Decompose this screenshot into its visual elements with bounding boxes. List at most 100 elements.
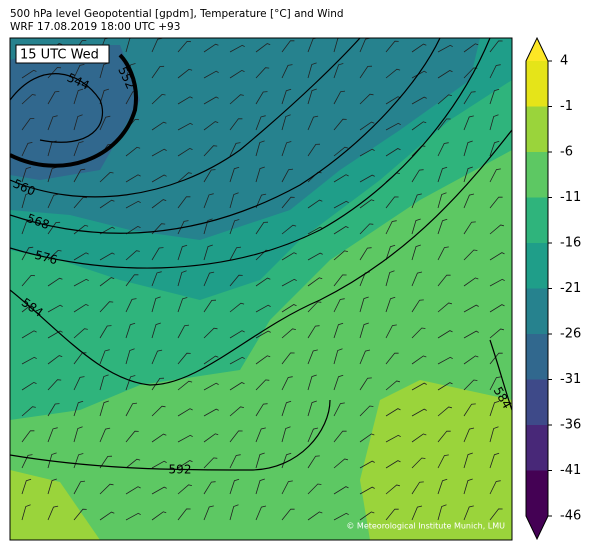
wind-barb bbox=[125, 402, 138, 417]
wind-barb bbox=[177, 68, 193, 79]
wind-barb bbox=[463, 355, 479, 365]
wind-barb bbox=[359, 223, 374, 235]
wind-barb bbox=[489, 88, 500, 105]
wind-barb bbox=[281, 64, 293, 79]
wind-barb bbox=[281, 252, 297, 261]
wind-barb bbox=[203, 408, 219, 417]
wind-barb bbox=[151, 199, 167, 209]
wind-barb bbox=[255, 427, 266, 443]
wind-barb bbox=[411, 327, 426, 339]
wind-barb bbox=[307, 88, 317, 105]
wind-barb bbox=[281, 400, 292, 417]
wind-barb bbox=[307, 226, 323, 235]
wind-barb bbox=[437, 142, 449, 157]
wind-barb bbox=[255, 304, 271, 313]
wind-barb bbox=[21, 166, 32, 183]
wind-barb bbox=[73, 64, 85, 79]
wind-barb bbox=[307, 301, 322, 313]
wind-barb bbox=[281, 196, 295, 209]
wind-barb bbox=[229, 406, 244, 417]
wind-barb bbox=[437, 504, 447, 521]
wind-barb bbox=[203, 355, 219, 365]
time-label: 15 UTC Wed bbox=[20, 48, 99, 63]
wind-barb bbox=[437, 218, 448, 235]
wind-barb bbox=[47, 330, 63, 339]
wind-barb bbox=[385, 408, 401, 417]
wind-barb bbox=[385, 220, 397, 235]
wind-barb bbox=[99, 301, 114, 313]
wind-barb bbox=[333, 458, 348, 469]
wind-barb bbox=[125, 174, 141, 183]
wind-barb bbox=[411, 505, 423, 521]
wind-barb bbox=[99, 511, 115, 521]
wind-barb bbox=[203, 145, 218, 157]
wind-barb bbox=[47, 427, 58, 443]
wind-barb bbox=[489, 252, 505, 261]
wind-barb bbox=[255, 355, 271, 365]
wind-barb bbox=[463, 43, 479, 53]
wind-barb bbox=[359, 174, 375, 183]
contour-line bbox=[10, 38, 361, 198]
map-area: 544 552 560 568 576 584 584 592 © Meteor… bbox=[10, 38, 512, 540]
contour-line bbox=[10, 73, 104, 143]
wind-barb bbox=[385, 380, 400, 391]
wind-barb bbox=[411, 355, 427, 365]
wind-barb bbox=[307, 199, 323, 209]
wind-barb bbox=[411, 299, 424, 313]
wind-barb bbox=[489, 64, 501, 79]
wind-barb bbox=[411, 382, 427, 391]
wind-barb bbox=[437, 192, 447, 209]
wind-barb bbox=[411, 457, 426, 469]
wind-barb bbox=[21, 192, 31, 209]
wind-barb bbox=[437, 454, 449, 469]
wind-barb bbox=[489, 224, 504, 235]
wind-barb bbox=[21, 504, 31, 521]
wind-barb bbox=[385, 460, 401, 469]
subtitle: WRF 17.08.2019 18:00 UTC +93 bbox=[10, 21, 180, 33]
wind-barb bbox=[411, 271, 423, 287]
wind-barb bbox=[21, 246, 34, 261]
wind-barb bbox=[281, 304, 297, 313]
wind-barb bbox=[125, 63, 136, 79]
colorbar-tick-label: 4 bbox=[560, 54, 568, 69]
wind-barb bbox=[151, 322, 161, 339]
wind-barb bbox=[489, 278, 505, 287]
wind-barb bbox=[99, 171, 114, 183]
wind-barb bbox=[47, 221, 61, 235]
wind-barb bbox=[151, 296, 161, 313]
colorbar-bin bbox=[526, 379, 548, 425]
wind-barb bbox=[203, 327, 218, 339]
wind-barb bbox=[73, 278, 89, 287]
wind-barb bbox=[437, 302, 452, 313]
wind-barb bbox=[333, 63, 344, 79]
wind-barb bbox=[359, 247, 372, 261]
wind-barb bbox=[385, 270, 395, 287]
wind-barb bbox=[307, 252, 323, 261]
wind-barb bbox=[229, 94, 244, 105]
colorbar-bin bbox=[526, 334, 548, 380]
wind-barb bbox=[125, 430, 139, 443]
wind-barb bbox=[229, 69, 245, 79]
wind-barb bbox=[125, 348, 135, 365]
colorbar-tick-label: -46 bbox=[560, 509, 581, 524]
colorbar-bin bbox=[526, 425, 548, 471]
wind-barb bbox=[307, 143, 321, 157]
wind-barb bbox=[47, 277, 63, 287]
colorbar-tick-label: -26 bbox=[560, 327, 581, 342]
wind-barb bbox=[307, 400, 317, 417]
wind-barb bbox=[151, 247, 164, 261]
wind-barb bbox=[255, 330, 271, 339]
wind-barb bbox=[307, 277, 323, 287]
colorbar: 4 -1 -6 -11 -16 -21 -26 -31 -36 -41 -46 bbox=[525, 36, 581, 541]
wind-barb bbox=[437, 356, 453, 365]
wind-barb bbox=[255, 115, 266, 131]
wind-barb bbox=[489, 376, 501, 391]
wind-barb bbox=[489, 426, 499, 443]
wind-barb bbox=[125, 274, 139, 287]
wind-barb bbox=[73, 508, 87, 521]
wind-barb bbox=[411, 169, 424, 183]
wind-barb bbox=[307, 349, 318, 365]
wind-barb bbox=[177, 460, 193, 469]
wind-barb bbox=[281, 114, 291, 131]
wind-barb bbox=[255, 505, 267, 521]
